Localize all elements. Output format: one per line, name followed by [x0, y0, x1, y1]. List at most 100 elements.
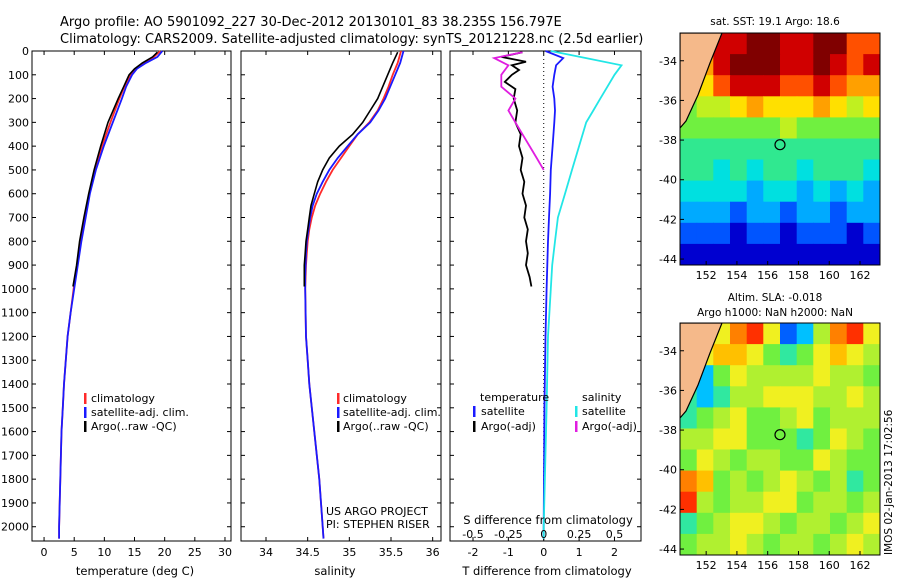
legend-swatch-salinity-satellite: [575, 406, 578, 417]
map-cell: [763, 470, 781, 493]
map-cell: [730, 117, 748, 140]
map-cell: [863, 344, 880, 366]
map-cell: [696, 533, 714, 555]
map-cell: [746, 407, 764, 430]
sst-map-title: sat. SST: 19.1 Argo: 18.6: [710, 16, 840, 28]
map-cell: [713, 96, 731, 118]
map-cell: [863, 428, 880, 451]
map-y-tick-label: -38: [659, 134, 677, 147]
map-cell: [796, 33, 814, 55]
map-cell: [863, 470, 880, 493]
map-cell: [813, 243, 831, 265]
map-cell: [846, 512, 864, 535]
salinity-diff-tick-label: 0.25: [567, 528, 592, 541]
map-cell: [713, 428, 731, 451]
map-cell: [813, 138, 831, 161]
map-cell: [763, 512, 781, 535]
map-cell: [846, 96, 864, 118]
map-cell: [763, 386, 781, 408]
map-cell: [796, 512, 814, 535]
map-cell: [863, 365, 880, 387]
x-tick-label: -2: [468, 546, 479, 559]
legend-swatch-temperature-satellite: [473, 406, 476, 417]
map-cell: [780, 470, 798, 493]
map-cell: [680, 243, 698, 265]
map-cell: [813, 491, 831, 514]
map-cell: [746, 222, 764, 245]
legend-left-satellite: satellite-adj. clim.: [91, 406, 189, 419]
legend-diff-salinity-satellite: satellite: [582, 405, 626, 418]
map-cell: [713, 243, 731, 265]
sla-map-frame: [679, 322, 881, 556]
map-cell: [780, 344, 798, 366]
map-cell: [863, 201, 880, 224]
map-cell: [713, 75, 731, 97]
x-tick-label: 2: [611, 546, 618, 559]
map-cell: [863, 449, 880, 472]
map-cell: [846, 54, 864, 76]
map-cell: [713, 365, 731, 387]
y-tick-label: 1000: [1, 283, 29, 296]
map-cell: [730, 428, 748, 451]
map-cell: [730, 138, 748, 161]
legend-mid-argo: Argo(..raw -QC): [343, 420, 429, 433]
map-cell: [680, 533, 698, 555]
map-cell: [780, 533, 798, 555]
map-cell: [713, 201, 731, 224]
map-cell: [830, 470, 848, 493]
map-cell: [830, 138, 848, 161]
map-cell: [746, 117, 764, 140]
map-cell: [713, 512, 731, 535]
map-cell: [763, 75, 781, 97]
map-cell: [830, 54, 848, 76]
y-tick-label: 600: [8, 188, 29, 201]
map-cell: [680, 512, 698, 535]
sst-map-cells: [680, 33, 880, 265]
map-cell: [696, 428, 714, 451]
map-cell: [746, 365, 764, 387]
y-tick-label: 1900: [1, 497, 29, 510]
y-tick-label: 900: [8, 259, 29, 272]
map-cell: [813, 54, 831, 76]
map-cell: [696, 449, 714, 472]
series-line-satellite-adj-clim-: [58, 50, 163, 539]
y-tick-label: 400: [8, 140, 29, 153]
map-y-tick-label: -36: [659, 94, 677, 107]
map-x-tick-label: 156: [757, 559, 778, 572]
map-cell: [763, 54, 781, 76]
map-cell: [763, 533, 781, 555]
y-tick-label: 1700: [1, 449, 29, 462]
map-cell: [863, 117, 880, 140]
x-tick-label: 20: [158, 546, 172, 559]
map-cell: [696, 386, 714, 408]
map-cell: [680, 491, 698, 514]
map-cell: [796, 323, 814, 345]
project-annotation: US ARGO PROJECT: [326, 505, 428, 518]
legend-diff-salinity-argo: Argo(-adj): [582, 420, 637, 433]
map-cell: [846, 470, 864, 493]
map-cell: [713, 491, 731, 514]
map-cell: [696, 243, 714, 265]
x-axis-label-temperature: temperature (deg C): [76, 564, 194, 578]
map-cell: [713, 138, 731, 161]
map-cell: [846, 138, 864, 161]
coastline-land: [680, 323, 723, 419]
legend-mid-satellite: satellite-adj. clim.: [343, 406, 441, 419]
map-cell: [796, 159, 814, 182]
x-tick-label: 30: [218, 546, 232, 559]
map-cell: [746, 344, 764, 366]
x-axis-label-salinity: salinity: [314, 564, 355, 578]
map-cell: [780, 386, 798, 408]
map-cell: [713, 470, 731, 493]
salinity-diff-tick-label: 0.5: [606, 528, 624, 541]
map-cell: [846, 491, 864, 514]
map-cell: [863, 323, 880, 345]
map-cell: [680, 180, 698, 203]
map-cell: [813, 117, 831, 140]
map-cell: [713, 54, 731, 76]
map-cell: [830, 222, 848, 245]
map-cell: [746, 75, 764, 97]
map-cell: [796, 117, 814, 140]
map-cell: [830, 386, 848, 408]
